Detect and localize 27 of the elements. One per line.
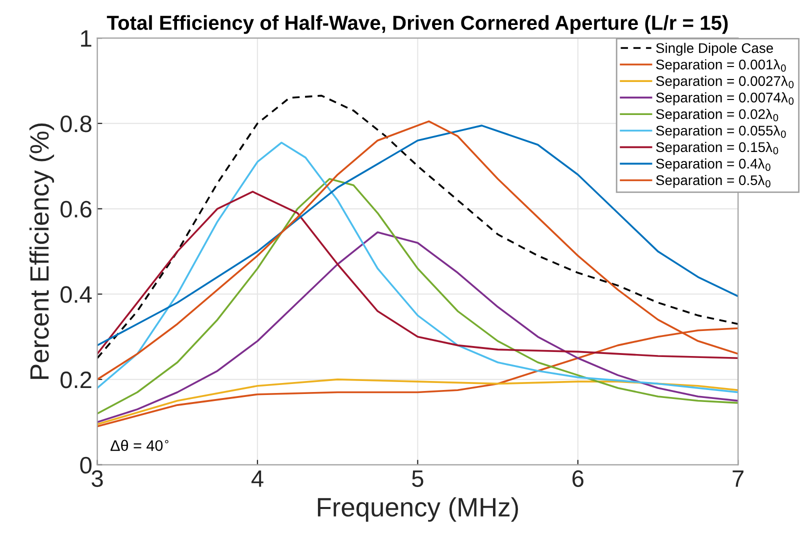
line-series — [97, 231, 738, 424]
y-axis-title: Percent Efficiency (%) — [29, 124, 54, 379]
y-tick-label: 1 — [81, 30, 92, 47]
x-tick-label: 4 — [251, 470, 264, 487]
legend-label: Separation = 0.0027λ$_{0}$ — [656, 76, 794, 89]
legend-label: Separation = 0.5λ$_{0}$ — [656, 174, 770, 188]
legend-label: Separation = 0.0074λ$_{0}$ — [656, 92, 794, 106]
y-tick-label: 0.8 — [60, 115, 92, 132]
y-tick-label: 0 — [80, 456, 92, 474]
line-series — [97, 378, 738, 426]
legend-label: Separation = 0.001λ$_{0}$ — [656, 59, 786, 72]
x-tick-label: 3 — [92, 470, 103, 487]
annotation: Δθ = 40$^{∘}$ — [110, 440, 168, 452]
y-tick-label: 0.4 — [60, 286, 92, 303]
legend-label: Separation = 0.02λ$_{0}$ — [656, 108, 778, 122]
legend-label: Separation = 0.4λ$_{0}$ — [656, 158, 770, 172]
y-tick-label: 0.6 — [60, 200, 92, 218]
legend-label: Single Dipole Case — [656, 42, 773, 56]
x-tick-label: 6 — [572, 470, 584, 487]
x-axis-title: Frequency (MHz) — [318, 497, 518, 522]
x-tick-label: 5 — [412, 470, 424, 487]
line-series — [97, 190, 738, 360]
y-tick-label: 0.2 — [60, 372, 92, 388]
chart-title: Total Efficiency of Half-Wave, Driven Cornered Aperture (L/r = 15) — [106, 15, 728, 34]
legend-label: Separation = 0.055λ$_{0}$ — [656, 125, 786, 138]
legend-label: Separation = 0.15λ$_{0}$ — [656, 142, 778, 155]
x-tick-label: 7 — [732, 470, 744, 487]
